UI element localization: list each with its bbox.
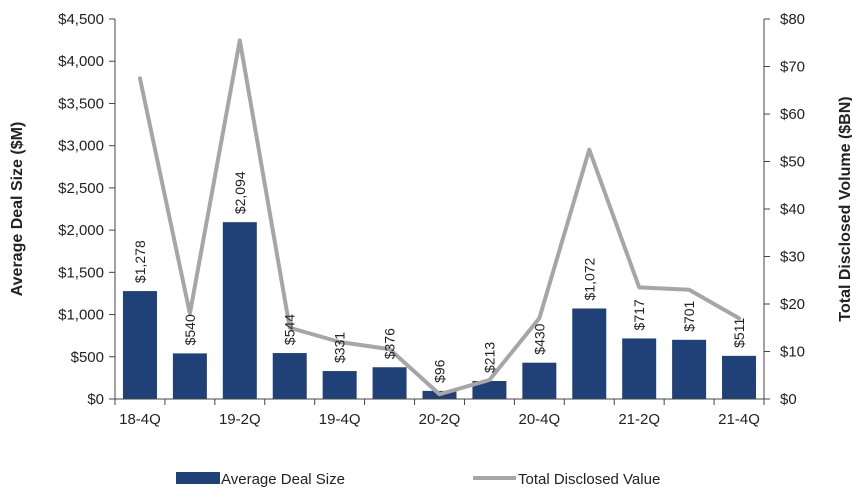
bar: [322, 371, 357, 399]
bar-data-label: $376: [382, 328, 398, 359]
y-tick-label-right: $50: [780, 154, 805, 171]
y-tick-label-left: $4,000: [58, 53, 104, 70]
bar: [122, 291, 157, 399]
bar-data-label: $331: [332, 332, 348, 363]
bar: [222, 222, 257, 399]
bar: [472, 381, 507, 399]
x-tick-label: 21-4Q: [718, 411, 760, 428]
y-tick-label-right: $40: [780, 201, 805, 218]
y-tick-label-left: $500: [71, 349, 104, 366]
y-tick-label-right: $60: [780, 106, 805, 123]
bar-series-average-deal-size: [122, 222, 757, 399]
y-tick-label-left: $1,000: [58, 307, 104, 324]
bar-data-labels: $1,278 $540 $2,094 $544 $331 $376 $96 $213 $430 $…: [132, 171, 747, 383]
y-tick-label-right: $20: [780, 296, 805, 313]
bar-data-label: $96: [432, 359, 448, 383]
y-axis-title-left: Average Deal Size ($M): [9, 122, 26, 297]
y-tick-label-right: $30: [780, 249, 805, 266]
bar-data-label: $701: [681, 300, 697, 331]
bar-data-label: $430: [531, 323, 547, 354]
bar-data-label: $213: [481, 342, 497, 373]
bar: [672, 339, 707, 399]
bar: [722, 355, 757, 399]
bar: [622, 338, 657, 399]
y-tick-label-right: $0: [780, 391, 797, 408]
bar: [372, 367, 407, 399]
y-tick-label-right: $80: [780, 11, 805, 28]
x-tick-label: 18-4Q: [119, 411, 161, 428]
bar: [572, 308, 607, 399]
bar-data-label: $1,072: [581, 257, 597, 300]
bar-data-label: $511: [731, 318, 747, 348]
y-tick-label-left: $2,500: [58, 180, 104, 197]
x-tick-label: 19-4Q: [319, 411, 361, 428]
bar: [522, 362, 557, 399]
x-axis: 18-4Q 19-2Q 19-4Q 20-2Q 20-4Q 21-2Q 21-4Q: [114, 398, 765, 428]
bar-data-label: $2,094: [232, 171, 248, 214]
left-axis: $0 $500 $1,000 $1,500 $2,000 $2,500 $3,000 $3,5…: [58, 11, 116, 408]
y-tick-label-left: $2,000: [58, 222, 104, 239]
y-tick-label-right: $70: [780, 59, 805, 76]
y-tick-label-left: $3,000: [58, 138, 104, 155]
bar-data-label: $544: [282, 314, 298, 345]
legend: Average Deal Size Total Disclosed Value: [176, 471, 660, 488]
bar-data-label: $540: [182, 314, 198, 345]
x-tick-label: 20-2Q: [419, 411, 461, 428]
y-tick-label-right: $10: [780, 344, 805, 361]
bar: [172, 353, 207, 399]
y-tick-label-left: $3,500: [58, 95, 104, 112]
y-axis-title-right: Total Disclosed Volume ($BN): [837, 96, 852, 321]
x-tick-label: 19-2Q: [219, 411, 261, 428]
y-tick-label-left: $1,500: [58, 264, 104, 281]
bar-data-label: $1,278: [132, 240, 148, 283]
bar-data-label: $717: [631, 299, 647, 330]
x-tick-label: 20-4Q: [518, 411, 560, 428]
y-tick-label-left: $0: [87, 391, 104, 408]
right-axis: $0 $10 $20 $30 $40 $50 $60 $70 $80: [763, 11, 805, 408]
legend-label-average-deal-size: Average Deal Size: [221, 471, 345, 488]
line-series-total-disclosed-value: [137, 38, 742, 397]
bar: [272, 353, 307, 399]
legend-swatch-bar: [176, 472, 220, 484]
y-tick-label-left: $4,500: [58, 11, 104, 28]
legend-label-total-disclosed-value: Total Disclosed Value: [518, 471, 660, 488]
x-tick-label: 21-2Q: [618, 411, 660, 428]
